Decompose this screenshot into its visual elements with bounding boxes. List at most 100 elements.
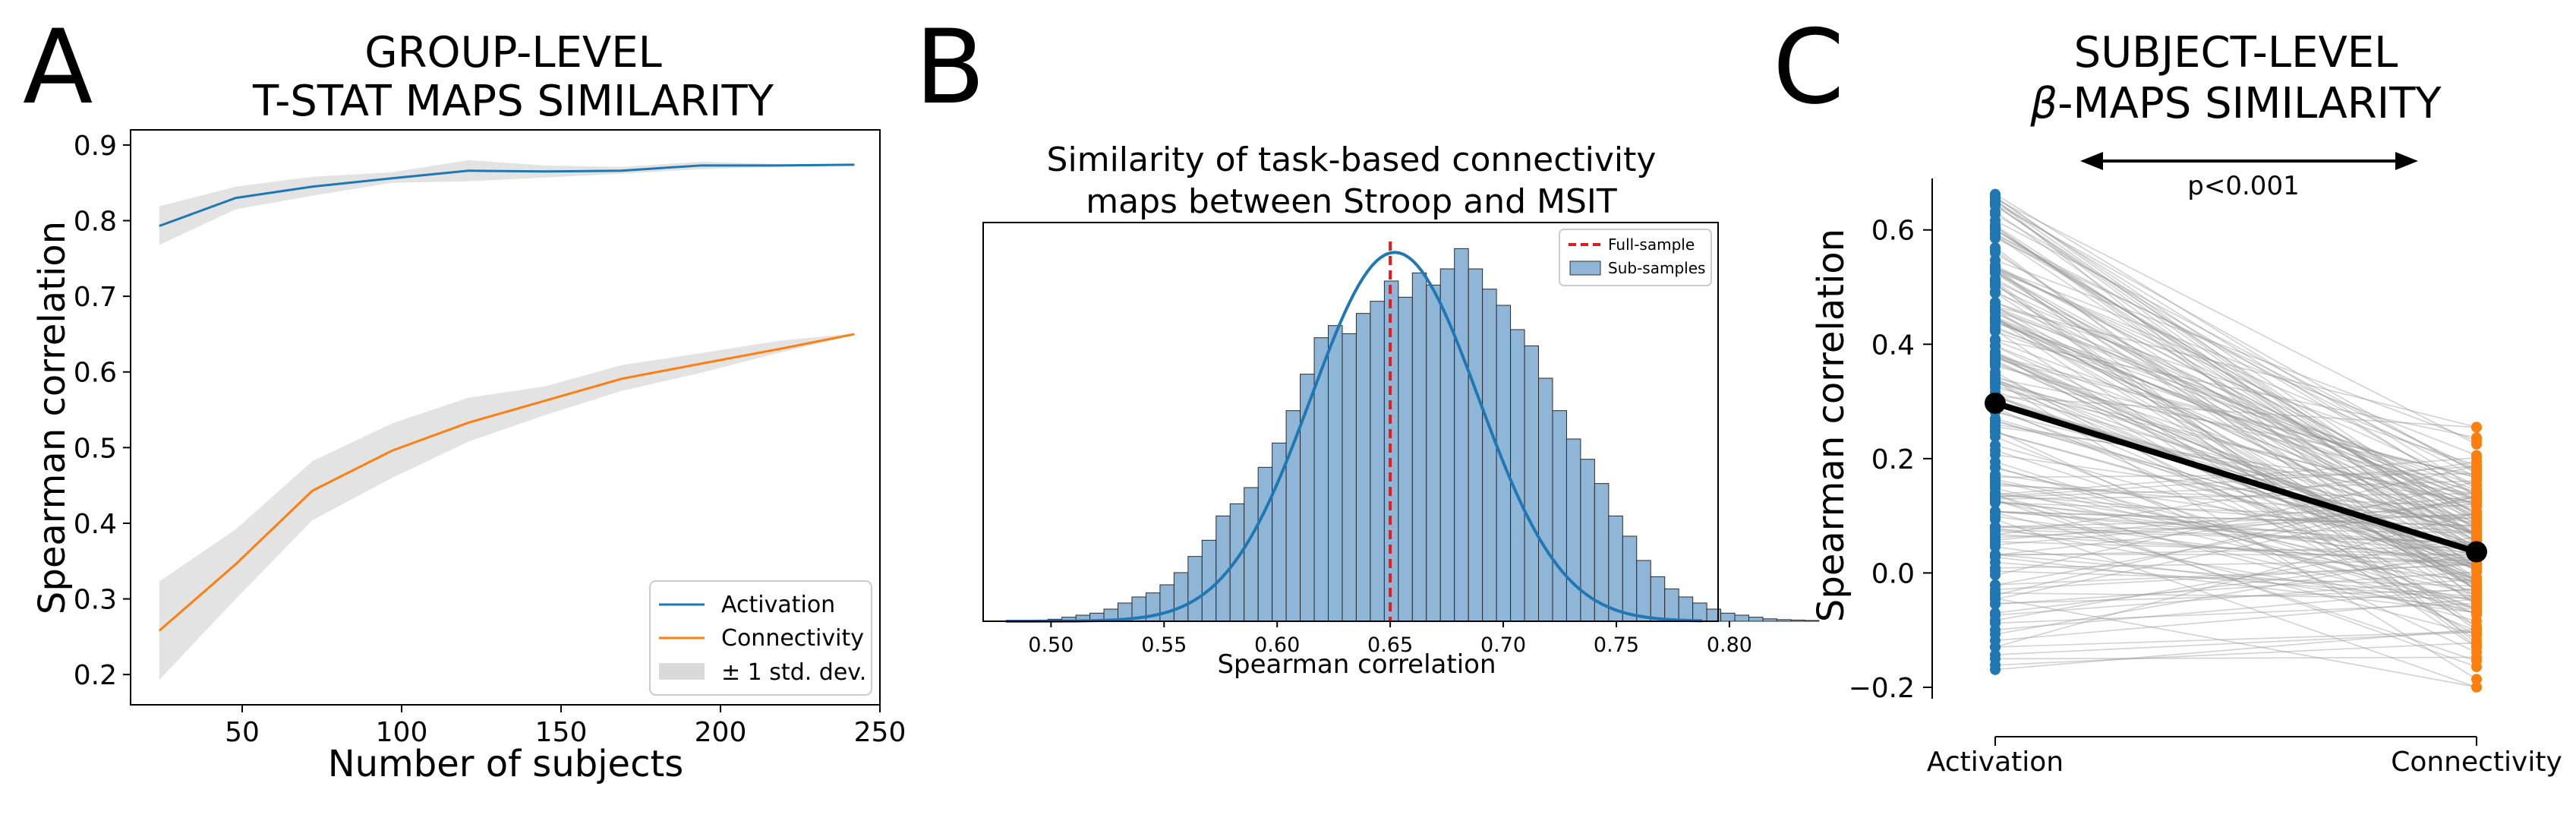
histogram-bar <box>1608 515 1623 622</box>
activation-point <box>1990 608 2001 619</box>
subject-pair-line <box>1994 536 2477 621</box>
histogram-bar <box>1678 596 1694 622</box>
subject-pair-line <box>1994 237 2477 470</box>
subject-pair-line <box>1994 371 2477 636</box>
subject-pair-line <box>1994 571 2477 605</box>
series-line-activation <box>159 163 855 227</box>
histogram-bar <box>1244 487 1259 622</box>
panel-a-axes-frame <box>130 129 881 706</box>
subject-pair-line <box>1994 592 2477 599</box>
legend-label-std-band: ± 1 std. dev. <box>721 659 866 686</box>
panel-letter-c: C <box>1773 8 1844 127</box>
activation-point <box>1990 495 2001 507</box>
subject-pair-line <box>1994 570 2477 587</box>
legend-swatch-std-band <box>659 663 705 680</box>
histogram-bar <box>1454 248 1469 622</box>
panel-letter-a: A <box>23 8 93 127</box>
subject-pair-line <box>1994 259 2477 442</box>
subject-pair-line <box>1994 496 2477 600</box>
subject-pair-line <box>1994 379 2477 534</box>
subject-pair-line <box>1994 224 2477 542</box>
subject-pair-line <box>1994 466 2477 497</box>
subject-pair-line <box>1994 345 2477 541</box>
subject-pair-line <box>1994 352 2477 571</box>
kde-curve <box>1005 251 1703 623</box>
histogram-bar <box>1538 377 1553 622</box>
subject-pair-line <box>1994 338 2477 439</box>
activation-point <box>1990 529 2001 540</box>
subject-pair-line <box>1994 431 2477 567</box>
histogram-bar <box>1201 539 1217 622</box>
subject-pair-line <box>1994 292 2477 598</box>
histogram-bar <box>1734 614 1750 622</box>
subject-pair-line <box>1994 400 2477 535</box>
subject-pair-line <box>1994 630 2477 648</box>
y-tick-label: 0.2 <box>74 660 117 691</box>
subject-pair-line <box>1994 407 2477 611</box>
y-tick-label: 0.4 <box>1871 330 1915 361</box>
subject-pair-line <box>1994 480 2477 595</box>
connectivity-point <box>2471 422 2482 433</box>
subject-pair-line <box>1994 429 2477 653</box>
subject-pair-line <box>1994 564 2477 586</box>
subject-pair-line <box>1994 327 2477 500</box>
subject-pair-line <box>1994 631 2477 655</box>
histogram-bar <box>1776 619 1792 622</box>
x-tick-label: 0.70 <box>1480 633 1526 657</box>
subject-pair-line <box>1994 513 2477 538</box>
series-line-connectivity <box>158 333 855 632</box>
subject-pair-line <box>1994 355 2477 478</box>
subject-pair-line <box>1994 480 2477 498</box>
subject-pair-line <box>1994 529 2477 544</box>
subject-pair-line <box>1994 382 2477 507</box>
subject-pair-line <box>1994 526 2477 543</box>
panel-c-title-line2: β-MAPS SIMILARITY <box>2029 79 2442 128</box>
subject-pair-line <box>1994 444 2477 580</box>
activation-point <box>1990 421 2001 432</box>
subject-pair-line <box>1994 311 2477 586</box>
x-tick-label: 200 <box>695 717 747 748</box>
subject-pair-line <box>1994 467 2477 593</box>
subject-pair-line <box>1994 355 2477 568</box>
activation-point <box>1990 191 2001 203</box>
subject-pair-line <box>1994 326 2477 534</box>
activation-point <box>1990 449 2001 460</box>
activation-point <box>1990 321 2001 333</box>
subject-pair-line <box>1994 352 2477 627</box>
histogram-bar <box>1468 268 1483 622</box>
subject-pair-line <box>1994 317 2477 552</box>
subject-pair-line <box>1994 554 2477 556</box>
subject-pair-line <box>1994 351 2477 567</box>
subject-pair-line <box>1994 598 2477 688</box>
histogram-bar <box>1748 617 1764 622</box>
subject-pair-line <box>1994 431 2477 564</box>
panel-b-plot-area <box>1005 242 1820 623</box>
connectivity-point <box>2471 604 2482 615</box>
subject-pair-line <box>1994 312 2477 534</box>
histogram-bar <box>1426 284 1441 622</box>
subject-pair-line <box>1994 317 2477 590</box>
subject-pair-line <box>1994 420 2477 554</box>
beta-symbol: β <box>2029 79 2057 128</box>
subject-pair-line <box>1994 488 2477 602</box>
subject-pair-line <box>1994 235 2477 557</box>
subject-pair-line <box>1994 578 2477 616</box>
activation-point <box>1990 374 2001 386</box>
subject-pair-line <box>1994 361 2477 578</box>
std-band-connectivity <box>159 333 855 680</box>
activation-point <box>1990 506 2001 517</box>
connectivity-point <box>2471 637 2482 649</box>
subject-pair-line <box>1994 292 2477 500</box>
subject-pair-line <box>1994 374 2477 587</box>
subject-pair-line <box>1994 466 2477 610</box>
panel-a: A GROUP-LEVEL T-STAT MAPS SIMILARITY 50 1… <box>23 8 906 785</box>
histogram-bar <box>1762 618 1777 622</box>
subject-pair-line <box>1994 305 2477 580</box>
subject-pair-line <box>1994 267 2477 501</box>
subject-pair-line <box>1994 461 2477 615</box>
x-tick-label: 250 <box>854 717 906 748</box>
y-tick-label: 0.7 <box>74 282 117 313</box>
subject-pair-line <box>1994 317 2477 521</box>
histogram-bar <box>1187 556 1203 622</box>
subject-pair-line <box>1994 316 2477 527</box>
